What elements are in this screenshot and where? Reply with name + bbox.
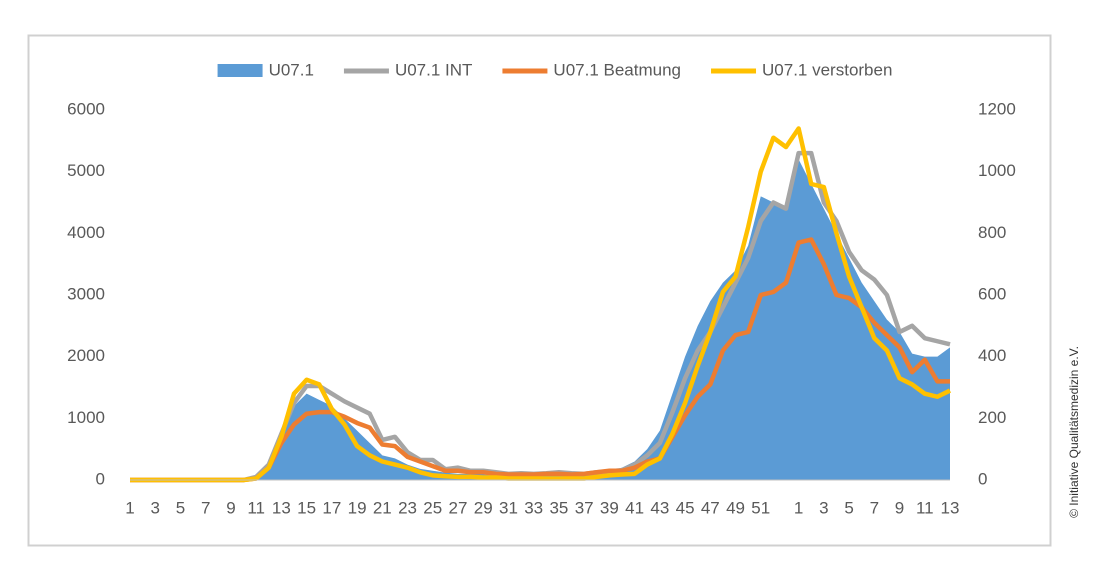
y2-tick-label: 800 — [978, 223, 1006, 242]
x-tick-label: 31 — [499, 498, 518, 517]
legend-label: U07.1 INT — [395, 60, 472, 79]
x-tick-label: 11 — [247, 498, 265, 517]
y2-tick-label: 200 — [978, 408, 1006, 427]
x-tick-label: 23 — [398, 498, 417, 517]
x-tick-label: 45 — [676, 498, 695, 517]
legend-label: U07.1 Beatmung — [553, 60, 681, 79]
x-tick-label: 43 — [650, 498, 669, 517]
x-tick-label: 15 — [297, 498, 316, 517]
credit: © Initiative Qualitätsmedizin e.V. — [1067, 346, 1081, 518]
x-tick-label: 33 — [524, 498, 543, 517]
y2-tick-label: 0 — [978, 469, 987, 488]
legend-label: U07.1 verstorben — [762, 60, 892, 79]
y2-tick-label: 1000 — [978, 161, 1016, 180]
y-tick-label: 5000 — [67, 161, 105, 180]
x-tick-label: 39 — [600, 498, 619, 517]
y-tick-label: 3000 — [67, 284, 105, 303]
x-tick-label: 9 — [226, 498, 235, 517]
x-tick-label: 49 — [726, 498, 745, 517]
x-tick-label: 3 — [819, 498, 828, 517]
x-tick-label: 7 — [201, 498, 210, 517]
x-tick-label: 11 — [916, 498, 934, 517]
line — [130, 126, 951, 483]
legend-swatch — [217, 64, 263, 77]
x-tick-label: 5 — [844, 498, 853, 517]
x-tick-label: 1 — [794, 498, 803, 517]
x-tick-label: 3 — [150, 498, 159, 517]
y2-tick-label: 600 — [978, 284, 1006, 303]
y-tick-label: 1000 — [67, 408, 105, 427]
x-tick-label: 41 — [625, 498, 644, 517]
x-tick-label: 51 — [751, 498, 770, 517]
y2-tick-label: 1200 — [978, 99, 1016, 118]
x-tick-label: 17 — [322, 498, 341, 517]
x-tick-label: 47 — [701, 498, 720, 517]
x-tick-label: 9 — [895, 498, 904, 517]
y-tick-label: 6000 — [67, 99, 105, 118]
x-tick-label: 5 — [176, 498, 185, 517]
x-tick-label: 21 — [373, 498, 392, 517]
area — [130, 159, 950, 481]
x-tick-label: 13 — [941, 498, 960, 517]
x-tick-label: 35 — [549, 498, 568, 517]
x-tick-label: 1 — [125, 498, 134, 517]
x-tick-label: 19 — [348, 498, 367, 517]
x-tick-label: 13 — [272, 498, 291, 517]
x-tick-label: 7 — [870, 498, 879, 517]
y-tick-label: 0 — [96, 469, 105, 488]
y2-tick-label: 400 — [978, 346, 1006, 365]
y-tick-label: 2000 — [67, 346, 105, 365]
legend-label: U07.1 — [269, 60, 314, 79]
y-tick-label: 4000 — [67, 223, 105, 242]
x-tick-label: 27 — [449, 498, 468, 517]
x-tick-label: 29 — [474, 498, 493, 517]
x-tick-label: 25 — [423, 498, 442, 517]
x-tick-label: 37 — [575, 498, 594, 517]
